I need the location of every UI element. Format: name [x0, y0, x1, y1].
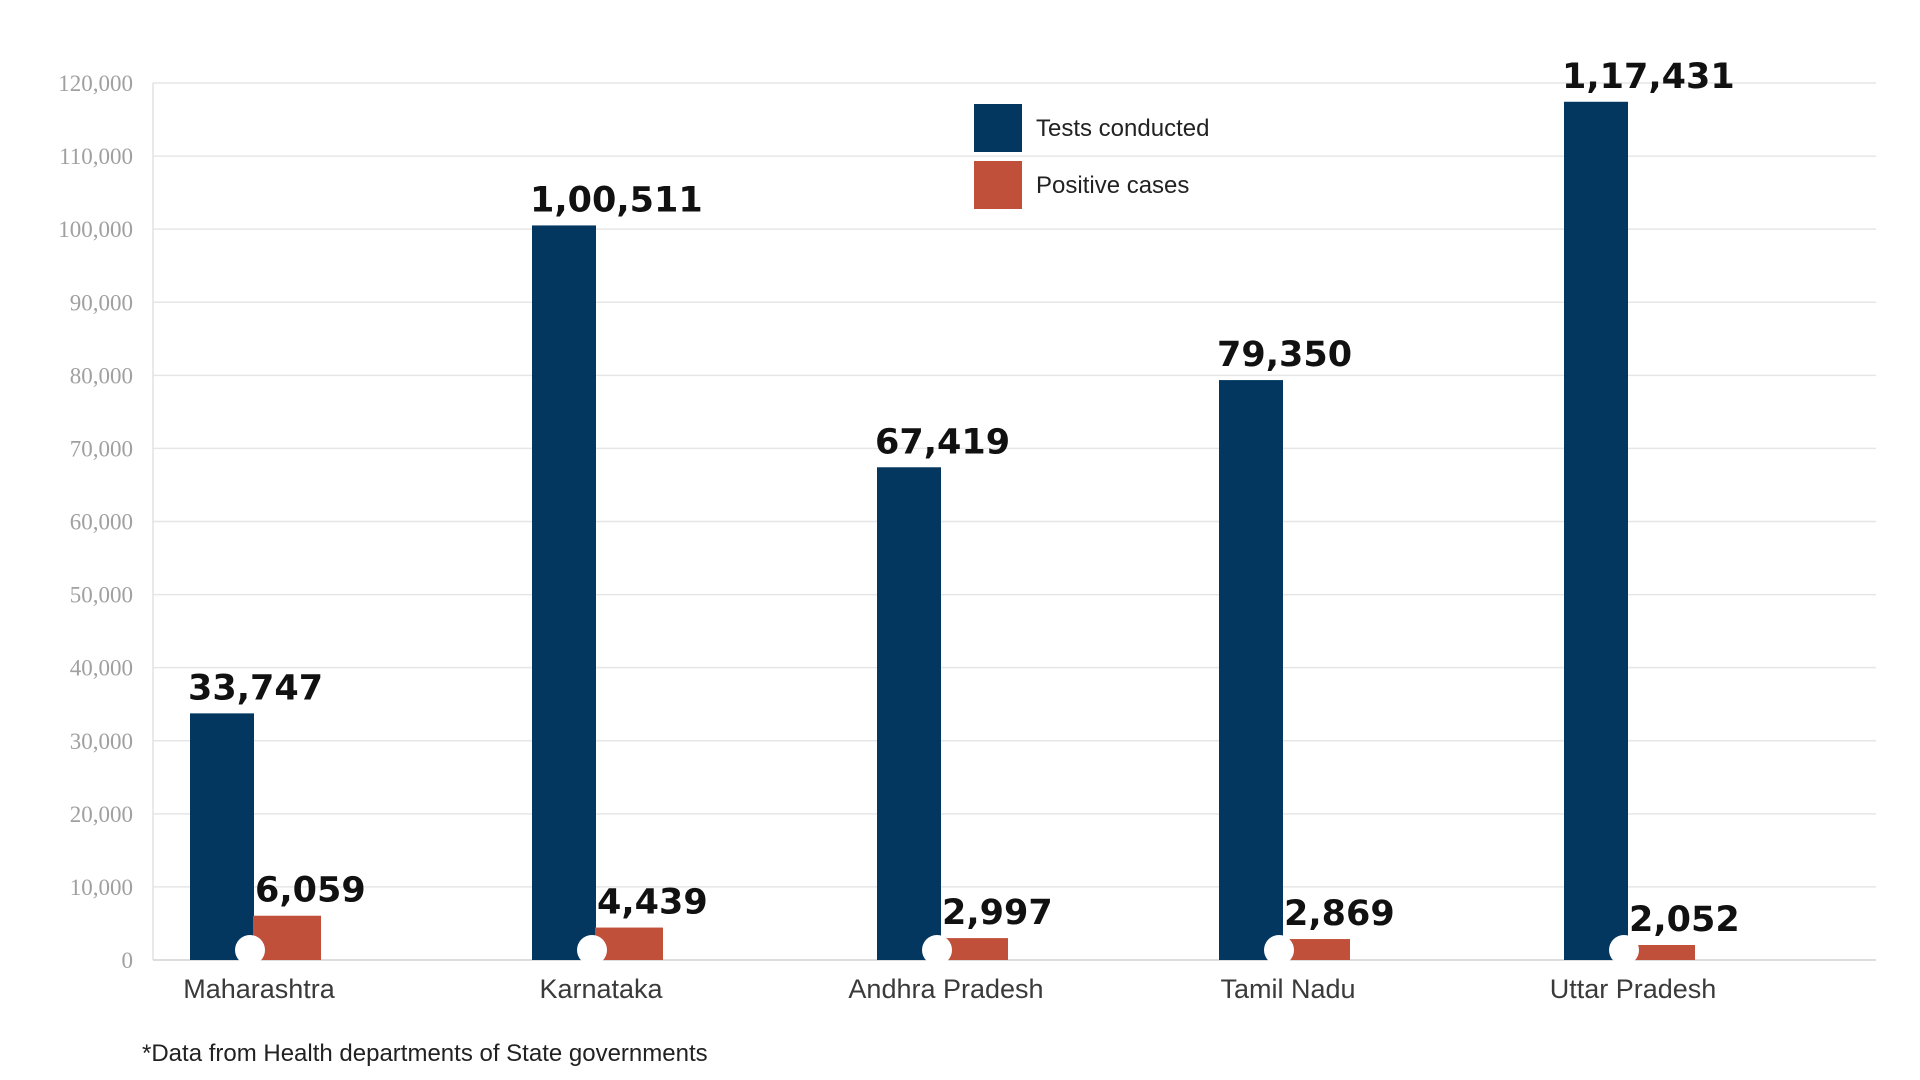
data-label-tests: 33,747 [188, 668, 323, 708]
y-tick-label: 60,000 [70, 510, 133, 535]
y-tick-label: 70,000 [70, 436, 133, 461]
footnote: *Data from Health departments of State g… [142, 1040, 708, 1067]
data-label-tests: 67,419 [875, 422, 1010, 462]
bar-base-marker [577, 935, 607, 965]
bar-positive-tamil-nadu [1282, 939, 1350, 960]
bar-positive-andhra-pradesh [940, 938, 1008, 960]
data-label-tests: 1,00,511 [530, 180, 703, 220]
bar-base-marker [1609, 935, 1639, 965]
bar-positive-uttar-pradesh [1627, 945, 1695, 960]
y-tick-label: 50,000 [70, 583, 133, 608]
data-label-positive: 6,059 [255, 871, 366, 911]
data-labels: 33,747 6,059 1,00,511 4,439 67,419 2,997 79,35… [188, 57, 1740, 940]
y-tick-label: 30,000 [70, 729, 133, 754]
data-label-positive: 2,052 [1629, 900, 1740, 940]
data-label-tests: 1,17,431 [1562, 57, 1735, 97]
bar-tests-uttar-pradesh [1564, 101, 1628, 961]
y-tick-label: 100,000 [58, 217, 133, 242]
data-label-positive: 2,869 [1284, 894, 1395, 934]
bar-tests-tamil-nadu [1219, 380, 1283, 960]
x-tick-label: Uttar Pradesh [1550, 974, 1717, 1004]
legend: Tests conducted Positive cases [974, 104, 1209, 209]
legend-label-tests-conducted: Tests conducted [1036, 115, 1209, 142]
y-tick-label: 0 [122, 948, 134, 973]
bar-positive-karnataka [595, 927, 663, 960]
legend-label-positive-cases: Positive cases [1036, 172, 1189, 199]
bars [190, 101, 1695, 961]
y-tick-label: 110,000 [59, 144, 133, 169]
bar-markers [235, 935, 1639, 965]
data-label-positive: 4,439 [597, 883, 708, 923]
bar-base-marker [922, 935, 952, 965]
bar-base-marker [1264, 935, 1294, 965]
data-label-positive: 2,997 [942, 893, 1053, 933]
y-tick-label: 80,000 [70, 363, 133, 388]
y-tick-label: 40,000 [70, 656, 133, 681]
y-axis: 0 10,000 20,000 30,000 40,000 50,000 60,000 70,… [58, 71, 154, 973]
y-tick-label: 90,000 [70, 290, 133, 315]
y-tick-label: 120,000 [58, 71, 133, 96]
legend-swatch-positive-cases [974, 161, 1022, 209]
x-tick-label: Maharashtra [183, 974, 336, 1004]
bar-tests-andhra-pradesh [877, 467, 941, 960]
x-tick-label: Andhra Pradesh [848, 974, 1043, 1004]
data-label-tests: 79,350 [1217, 335, 1352, 375]
x-tick-label: Karnataka [539, 974, 663, 1004]
x-tick-label: Tamil Nadu [1220, 974, 1355, 1004]
bar-base-marker [235, 935, 265, 965]
y-tick-label: 20,000 [70, 802, 133, 827]
bar-tests-maharashtra [190, 713, 254, 960]
bar-tests-karnataka [532, 225, 596, 960]
legend-swatch-tests-conducted [974, 104, 1022, 152]
x-axis: Maharashtra Karnataka Andhra Pradesh Tamil … [183, 974, 1716, 1004]
y-tick-label: 10,000 [70, 875, 133, 900]
